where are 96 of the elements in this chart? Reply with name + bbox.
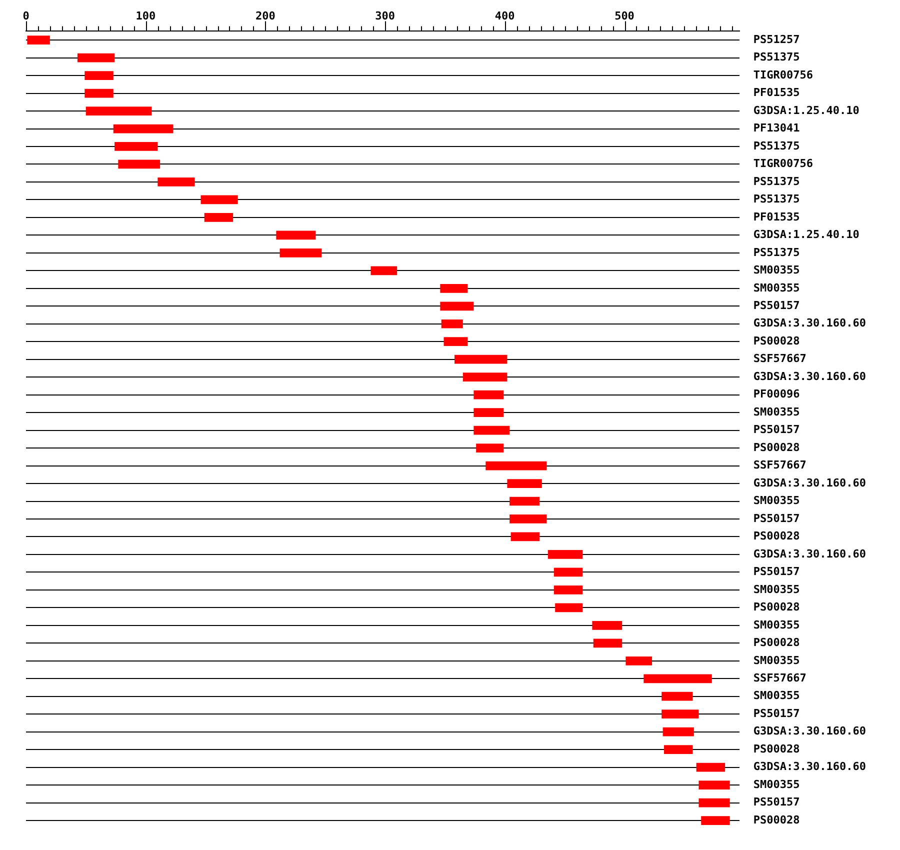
y-tick-label: G3DSA:1.25.40.10 (753, 104, 860, 117)
y-tick-label: TIGR00756 (753, 68, 814, 82)
y-tick-label: SM00355 (753, 654, 800, 667)
y-tick-label: PS50157 (753, 796, 800, 809)
y-tick-label: SSF57667 (753, 352, 806, 366)
bar (664, 745, 693, 754)
bar (662, 692, 693, 701)
y-tick-label: G3DSA:3.30.160.60 (753, 724, 866, 738)
y-tick-label: PF01535 (753, 86, 800, 100)
bar (84, 71, 114, 80)
y-tick-label: G3DSA:3.30.160.60 (753, 370, 866, 383)
x-tick-label: 300 (375, 9, 396, 22)
y-tick-label: SM00355 (753, 582, 800, 596)
bar (114, 142, 158, 151)
bar (644, 674, 712, 684)
bar (474, 408, 504, 417)
bar (548, 550, 583, 559)
bar (276, 230, 316, 240)
y-tick-label: PS50157 (753, 512, 800, 525)
y-tick-label: PS51375 (753, 174, 800, 188)
bar (474, 426, 510, 435)
x-tick-label: 200 (255, 9, 276, 22)
bar (200, 195, 238, 204)
bar (440, 284, 468, 293)
x-tick-label: 100 (136, 9, 156, 22)
bar (696, 762, 726, 772)
bar (462, 372, 508, 382)
bar (510, 532, 540, 542)
bar (113, 124, 174, 134)
y-tick-label: PF01535 (753, 210, 800, 224)
y-tick-label: PS00028 (753, 742, 800, 756)
bar (626, 656, 652, 666)
bar (507, 479, 542, 488)
bar (454, 354, 508, 364)
y-tick-label: G3DSA:3.30.160.60 (753, 547, 866, 560)
bar (662, 727, 694, 736)
bar (486, 461, 547, 470)
bar (280, 248, 322, 258)
y-tick-label: PS51375 (753, 139, 800, 152)
y-tick-label: PS00028 (753, 636, 800, 650)
bar (86, 106, 152, 116)
y-tick-label: PS51375 (753, 192, 800, 206)
bar (476, 444, 504, 452)
bar (84, 88, 114, 98)
y-tick-label: TIGR00756 (753, 157, 814, 170)
y-tick-label: PS50157 (753, 706, 800, 720)
y-tick-label: G3DSA:3.30.160.60 (753, 316, 866, 330)
bar (474, 390, 504, 400)
y-tick-label: G3DSA:3.30.160.60 (753, 760, 866, 774)
y-tick-label: SM00355 (753, 264, 800, 277)
y-tick-label: PS00028 (753, 813, 800, 826)
y-tick-label: SM00355 (753, 618, 800, 632)
bar (555, 603, 583, 612)
bar (701, 816, 730, 825)
bar (592, 620, 622, 630)
y-tick-label: PS51375 (753, 50, 800, 64)
bar (698, 798, 730, 808)
y-tick-label: PS00028 (753, 600, 800, 614)
bar (554, 568, 583, 577)
y-tick-label: PS50157 (753, 298, 800, 312)
y-tick-label: PS51375 (753, 246, 800, 259)
y-tick-label: PF13041 (753, 122, 800, 135)
y-tick-label: G3DSA:1.25.40.10 (753, 228, 860, 242)
bar (440, 302, 474, 311)
y-tick-label: SM00355 (753, 778, 800, 791)
y-tick-label: PS50157 (753, 565, 800, 578)
y-tick-label: PS00028 (753, 440, 800, 454)
y-tick-label: PF00096 (753, 388, 800, 401)
bar (27, 36, 50, 45)
x-tick-label: 500 (614, 9, 634, 22)
y-tick-label: PS00028 (753, 334, 800, 348)
bar (554, 586, 583, 594)
y-tick-label: G3DSA:3.30.160.60 (753, 476, 866, 490)
bar (510, 496, 540, 506)
y-tick-label: SM00355 (753, 405, 800, 418)
bar (158, 178, 195, 186)
bar (662, 710, 699, 719)
y-tick-label: SM00355 (753, 689, 800, 702)
bar (118, 160, 160, 169)
y-tick-label: SSF57667 (753, 671, 806, 684)
bar (698, 780, 730, 790)
bar (444, 337, 468, 346)
bar (441, 319, 463, 328)
bar (204, 213, 234, 222)
y-tick-label: PS50157 (753, 423, 800, 436)
y-tick-label: SSF57667 (753, 458, 806, 472)
bar (77, 53, 115, 62)
bar (593, 638, 622, 648)
y-tick-label: SM00355 (753, 494, 800, 508)
bar (510, 514, 547, 524)
y-tick-label: PS00028 (753, 530, 800, 543)
x-tick-label: 400 (494, 9, 515, 22)
bar (370, 266, 398, 276)
y-tick-label: PS51257 (753, 32, 800, 46)
y-tick-label: SM00355 (753, 281, 800, 294)
x-tick-label: 0 (22, 9, 30, 22)
